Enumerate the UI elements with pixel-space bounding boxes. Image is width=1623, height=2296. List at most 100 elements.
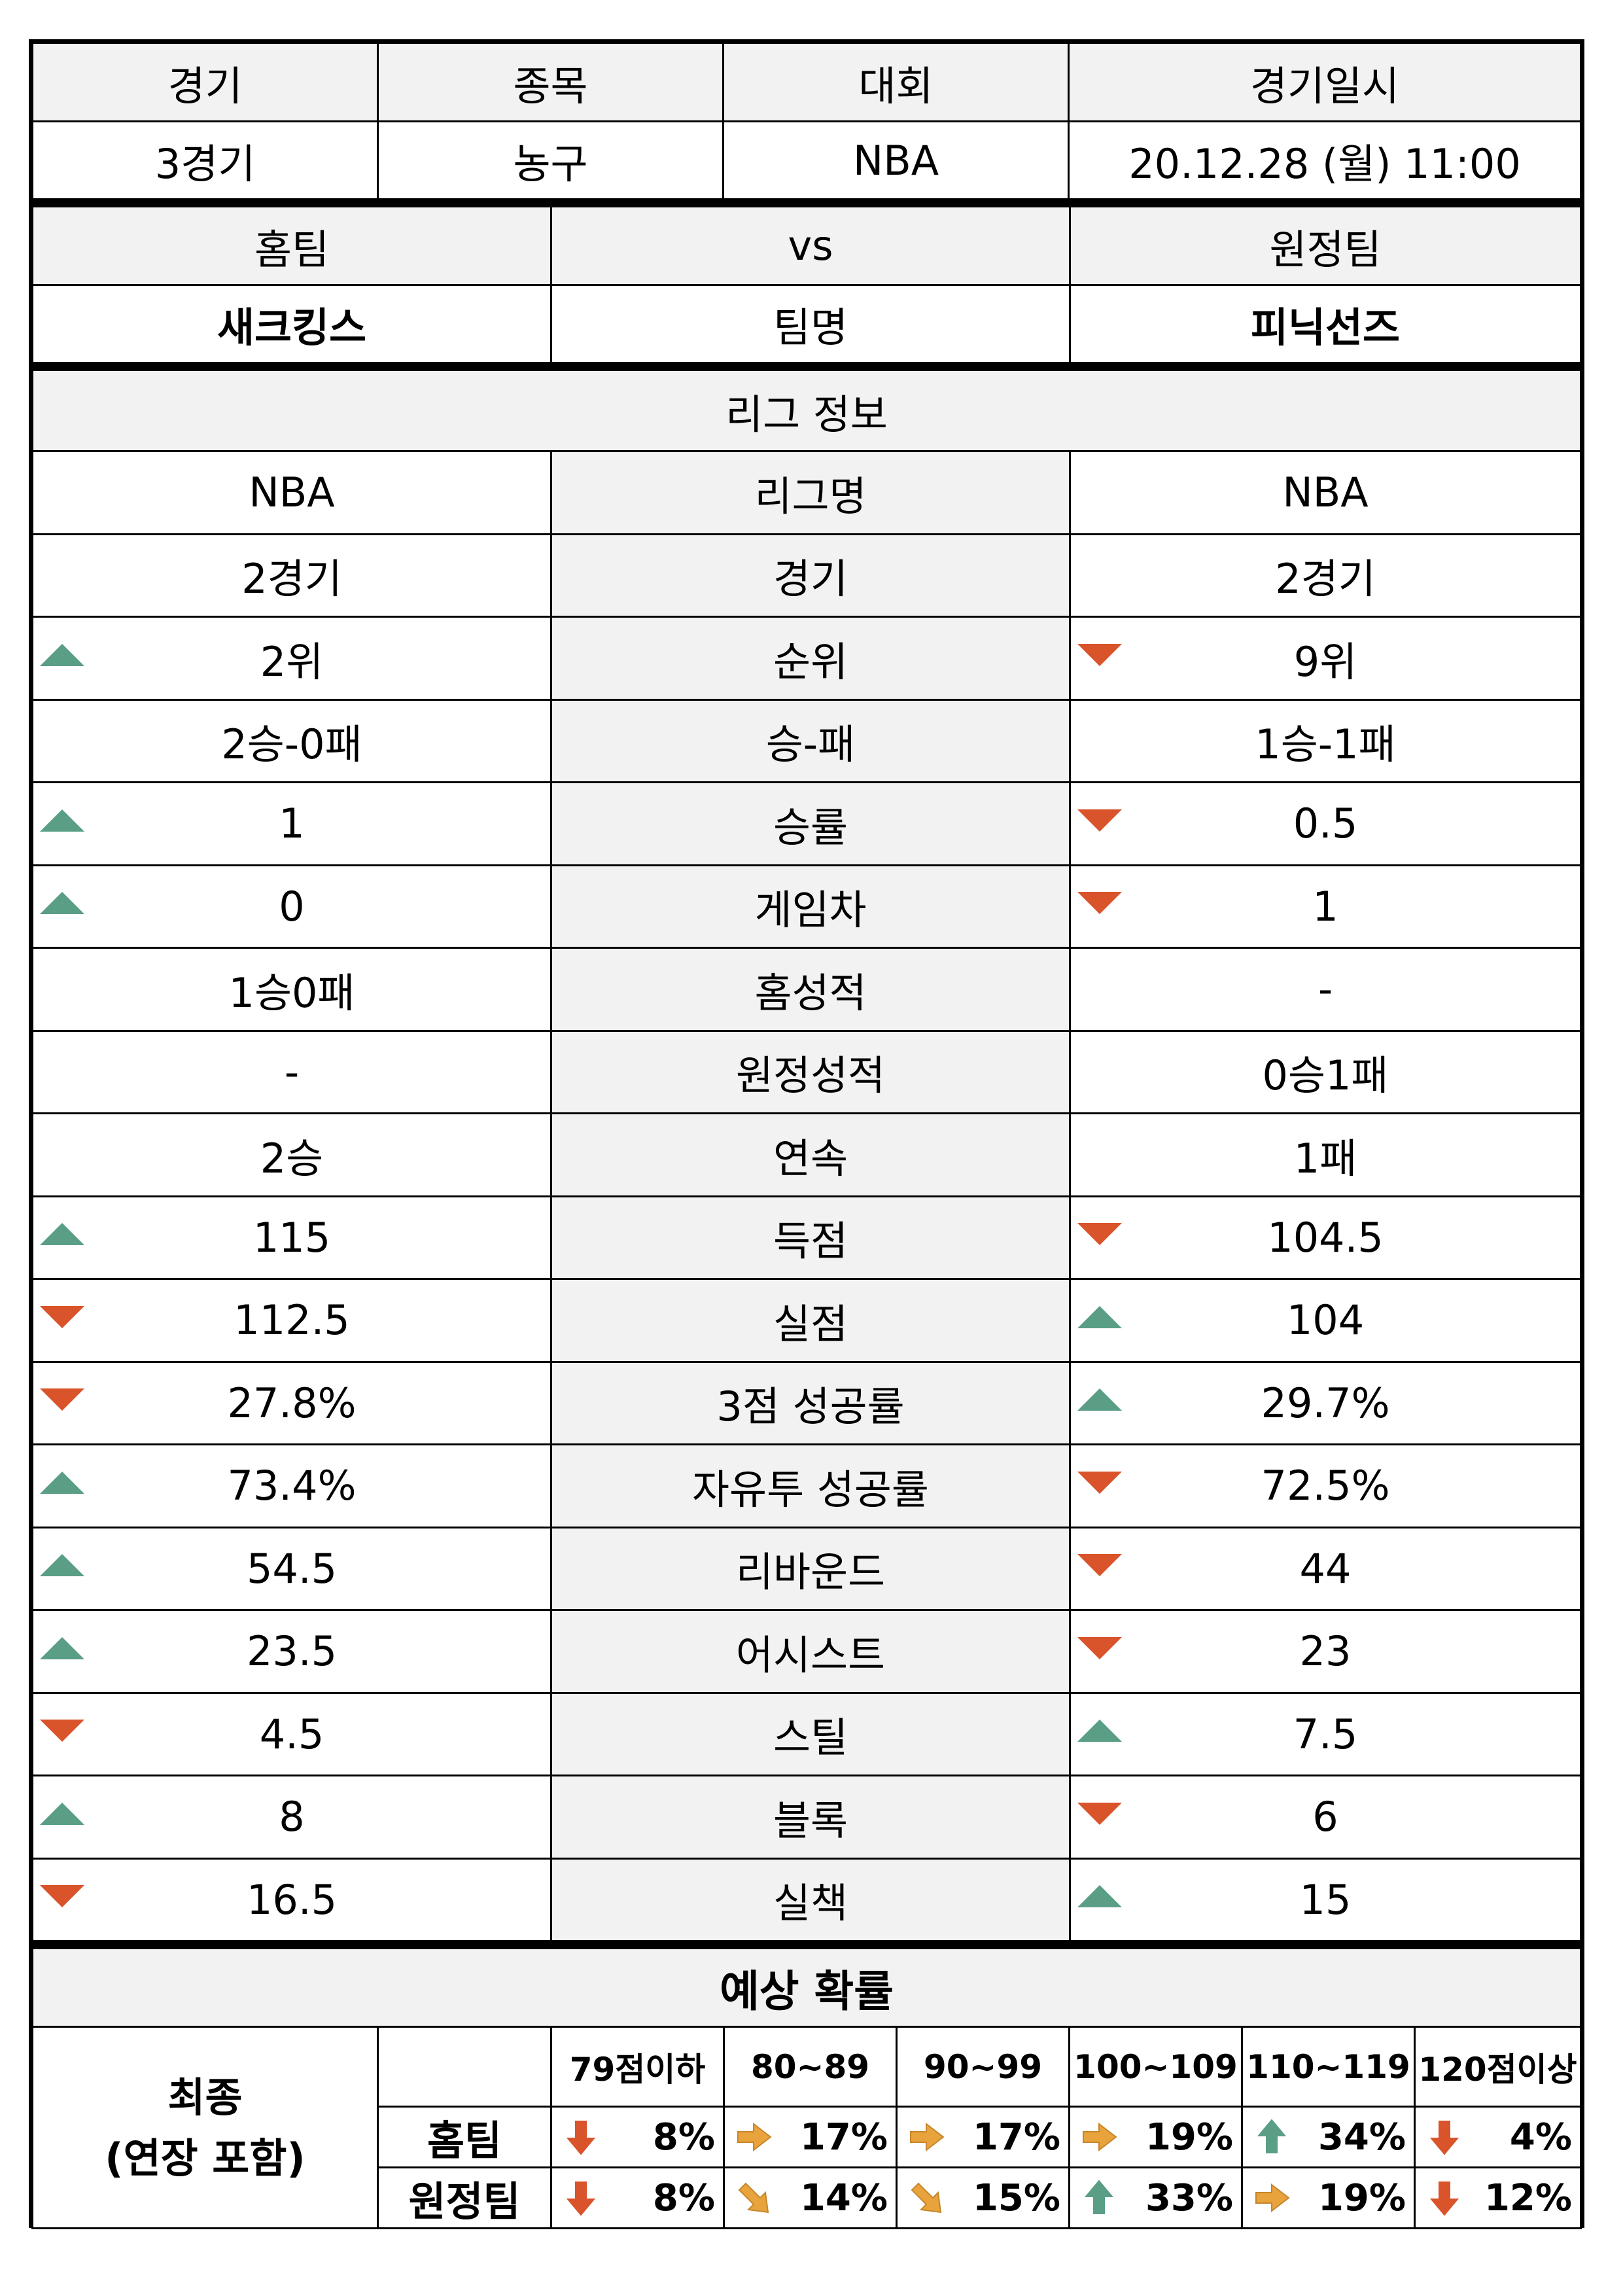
cell-text: 115 xyxy=(253,1213,331,1262)
away-stat-value: 2경기 xyxy=(1069,533,1582,618)
probability-value: 17% xyxy=(972,2115,1060,2159)
away-stat-value: 15 xyxy=(1069,1857,1582,1942)
cell-text: 경기 xyxy=(773,555,848,603)
cell-text: 16.5 xyxy=(246,1875,338,1924)
cell-text: 23.5 xyxy=(246,1627,338,1676)
home-team-label: 홈팀 xyxy=(31,205,552,286)
cell-text: 104.5 xyxy=(1267,1213,1384,1262)
cell-text: 어시스트 xyxy=(735,1631,886,1679)
away-stat-value: 1승-1패 xyxy=(1069,698,1582,783)
league-row: 16.5 실책 15 xyxy=(31,1857,1582,1942)
cell-text: 연속 xyxy=(773,1134,848,1182)
probability-value: 4% xyxy=(1509,2115,1572,2159)
cell-text: 실책 xyxy=(773,1879,848,1928)
away-stat-value: 29.7% xyxy=(1069,1360,1582,1445)
league-row: 27.8% 3점 성공률 29.7% xyxy=(31,1360,1582,1445)
arrow-down-right-icon xyxy=(907,2178,946,2217)
cell-text: 리바운드 xyxy=(735,1548,886,1597)
cell-text: NBA xyxy=(1282,468,1369,517)
home-stat-value: 115 xyxy=(31,1195,552,1280)
probability-value: 12% xyxy=(1484,2176,1572,2219)
league-row: 4.5 스틸 7.5 xyxy=(31,1691,1582,1776)
vs-label: vs xyxy=(550,205,1071,286)
score-range-header: 110~119 xyxy=(1241,2026,1416,2108)
team-name-label: 팀명 xyxy=(550,284,1071,364)
cell-text: 0.5 xyxy=(1293,800,1358,848)
cell-text: 15 xyxy=(1299,1875,1352,1924)
score-range-header: 120점이상 xyxy=(1414,2026,1582,2108)
stat-label: 블록 xyxy=(550,1775,1071,1860)
triangle-down-icon xyxy=(40,1720,84,1742)
triangle-down-icon xyxy=(1077,809,1122,832)
probability-value: 19% xyxy=(1318,2176,1406,2219)
probability-cell: 8% xyxy=(550,2166,725,2229)
league-row: 73.4% 자유투 성공률 72.5% xyxy=(31,1443,1582,1528)
stat-label: 3점 성공률 xyxy=(550,1360,1071,1445)
league-row: 1승0패 홈성적 - xyxy=(31,947,1582,1032)
league-row: 8 블록 6 xyxy=(31,1775,1582,1860)
triangle-up-icon xyxy=(1077,1305,1122,1328)
home-stat-value: 16.5 xyxy=(31,1857,552,1942)
prediction-row: 홈팀 8% 17% 17% 19% 34% 4% xyxy=(33,2106,1582,2168)
triangle-up-icon xyxy=(40,1223,84,1246)
league-row: 23.5 어시스트 23 xyxy=(31,1609,1582,1694)
probability-value: 17% xyxy=(799,2115,888,2159)
stat-label: 득점 xyxy=(550,1195,1071,1280)
home-stat-value: 112.5 xyxy=(31,1278,552,1363)
stat-label: 연속 xyxy=(550,1112,1071,1197)
match-info-table: 경기 종목 대회 경기일시 3경기 농구 NBA 20.12.28 (월) 11… xyxy=(31,42,1582,200)
probability-value: 34% xyxy=(1318,2115,1406,2159)
triangle-down-icon xyxy=(1077,1223,1122,1246)
cell-text: 실점 xyxy=(773,1299,848,1348)
triangle-down-icon xyxy=(1077,1636,1122,1659)
away-stat-value: 9위 xyxy=(1069,616,1582,701)
cell-text: 1승0패 xyxy=(228,968,355,1017)
triangle-up-icon xyxy=(40,809,84,832)
home-stat-value: 2경기 xyxy=(31,533,552,618)
probability-value: 15% xyxy=(972,2176,1060,2219)
cell-text: 29.7% xyxy=(1261,1379,1390,1427)
stat-label: 승률 xyxy=(550,781,1071,866)
cell-text: 3점 성공률 xyxy=(716,1383,905,1431)
triangle-up-icon xyxy=(40,892,84,915)
away-stat-value: 104 xyxy=(1069,1278,1582,1363)
home-stat-value: - xyxy=(31,1029,552,1114)
stat-label: 실책 xyxy=(550,1857,1071,1942)
stat-label: 경기 xyxy=(550,533,1071,618)
match-value: 3경기 xyxy=(31,120,379,200)
home-stat-value: 2승 xyxy=(31,1112,552,1197)
triangle-up-icon xyxy=(40,1554,84,1577)
score-range-header: 100~109 xyxy=(1068,2026,1243,2108)
cell-text: 0 xyxy=(279,882,305,930)
home-stat-value: 0 xyxy=(31,864,552,949)
triangle-down-icon xyxy=(1077,1554,1122,1577)
probability-cell: 15% xyxy=(896,2166,1070,2229)
stat-label: 홈성적 xyxy=(550,947,1071,1032)
cell-text: 72.5% xyxy=(1261,1462,1390,1510)
triangle-up-icon xyxy=(40,1636,84,1659)
arrow-down-icon xyxy=(1425,2117,1464,2157)
cell-text: 승률 xyxy=(773,803,848,851)
match-header: 경기 xyxy=(31,42,379,122)
cell-text: 1 xyxy=(279,800,305,848)
arrow-right-icon xyxy=(1252,2178,1291,2217)
probability-cell: 34% xyxy=(1241,2106,1416,2168)
arrow-up-icon xyxy=(1252,2117,1291,2157)
away-stat-value: NBA xyxy=(1069,450,1582,535)
league-info-table: 리그 정보 NBA 리그명 NBA 2경기 경기 2경기 2위 순위 9위 2승-0패 승-패 1승-… xyxy=(31,369,1582,1942)
stat-label: 어시스트 xyxy=(550,1609,1071,1694)
triangle-down-icon xyxy=(1077,1802,1122,1825)
away-stat-value: 23 xyxy=(1069,1609,1582,1694)
cell-text: 54.5 xyxy=(246,1544,338,1593)
league-row: 0 게임차 1 xyxy=(31,864,1582,949)
triangle-up-icon xyxy=(1077,1388,1122,1411)
cell-text: 112.5 xyxy=(234,1296,350,1345)
league-row: 2승 연속 1패 xyxy=(31,1112,1582,1197)
probability-cell: 19% xyxy=(1068,2106,1243,2168)
away-team-label: 원정팀 xyxy=(1069,205,1582,286)
probability-cell: 19% xyxy=(1241,2166,1416,2229)
home-stat-value: 2위 xyxy=(31,616,552,701)
home-stat-value: 54.5 xyxy=(31,1526,552,1611)
arrow-down-icon xyxy=(561,2178,601,2217)
league-row: 54.5 리바운드 44 xyxy=(31,1526,1582,1611)
